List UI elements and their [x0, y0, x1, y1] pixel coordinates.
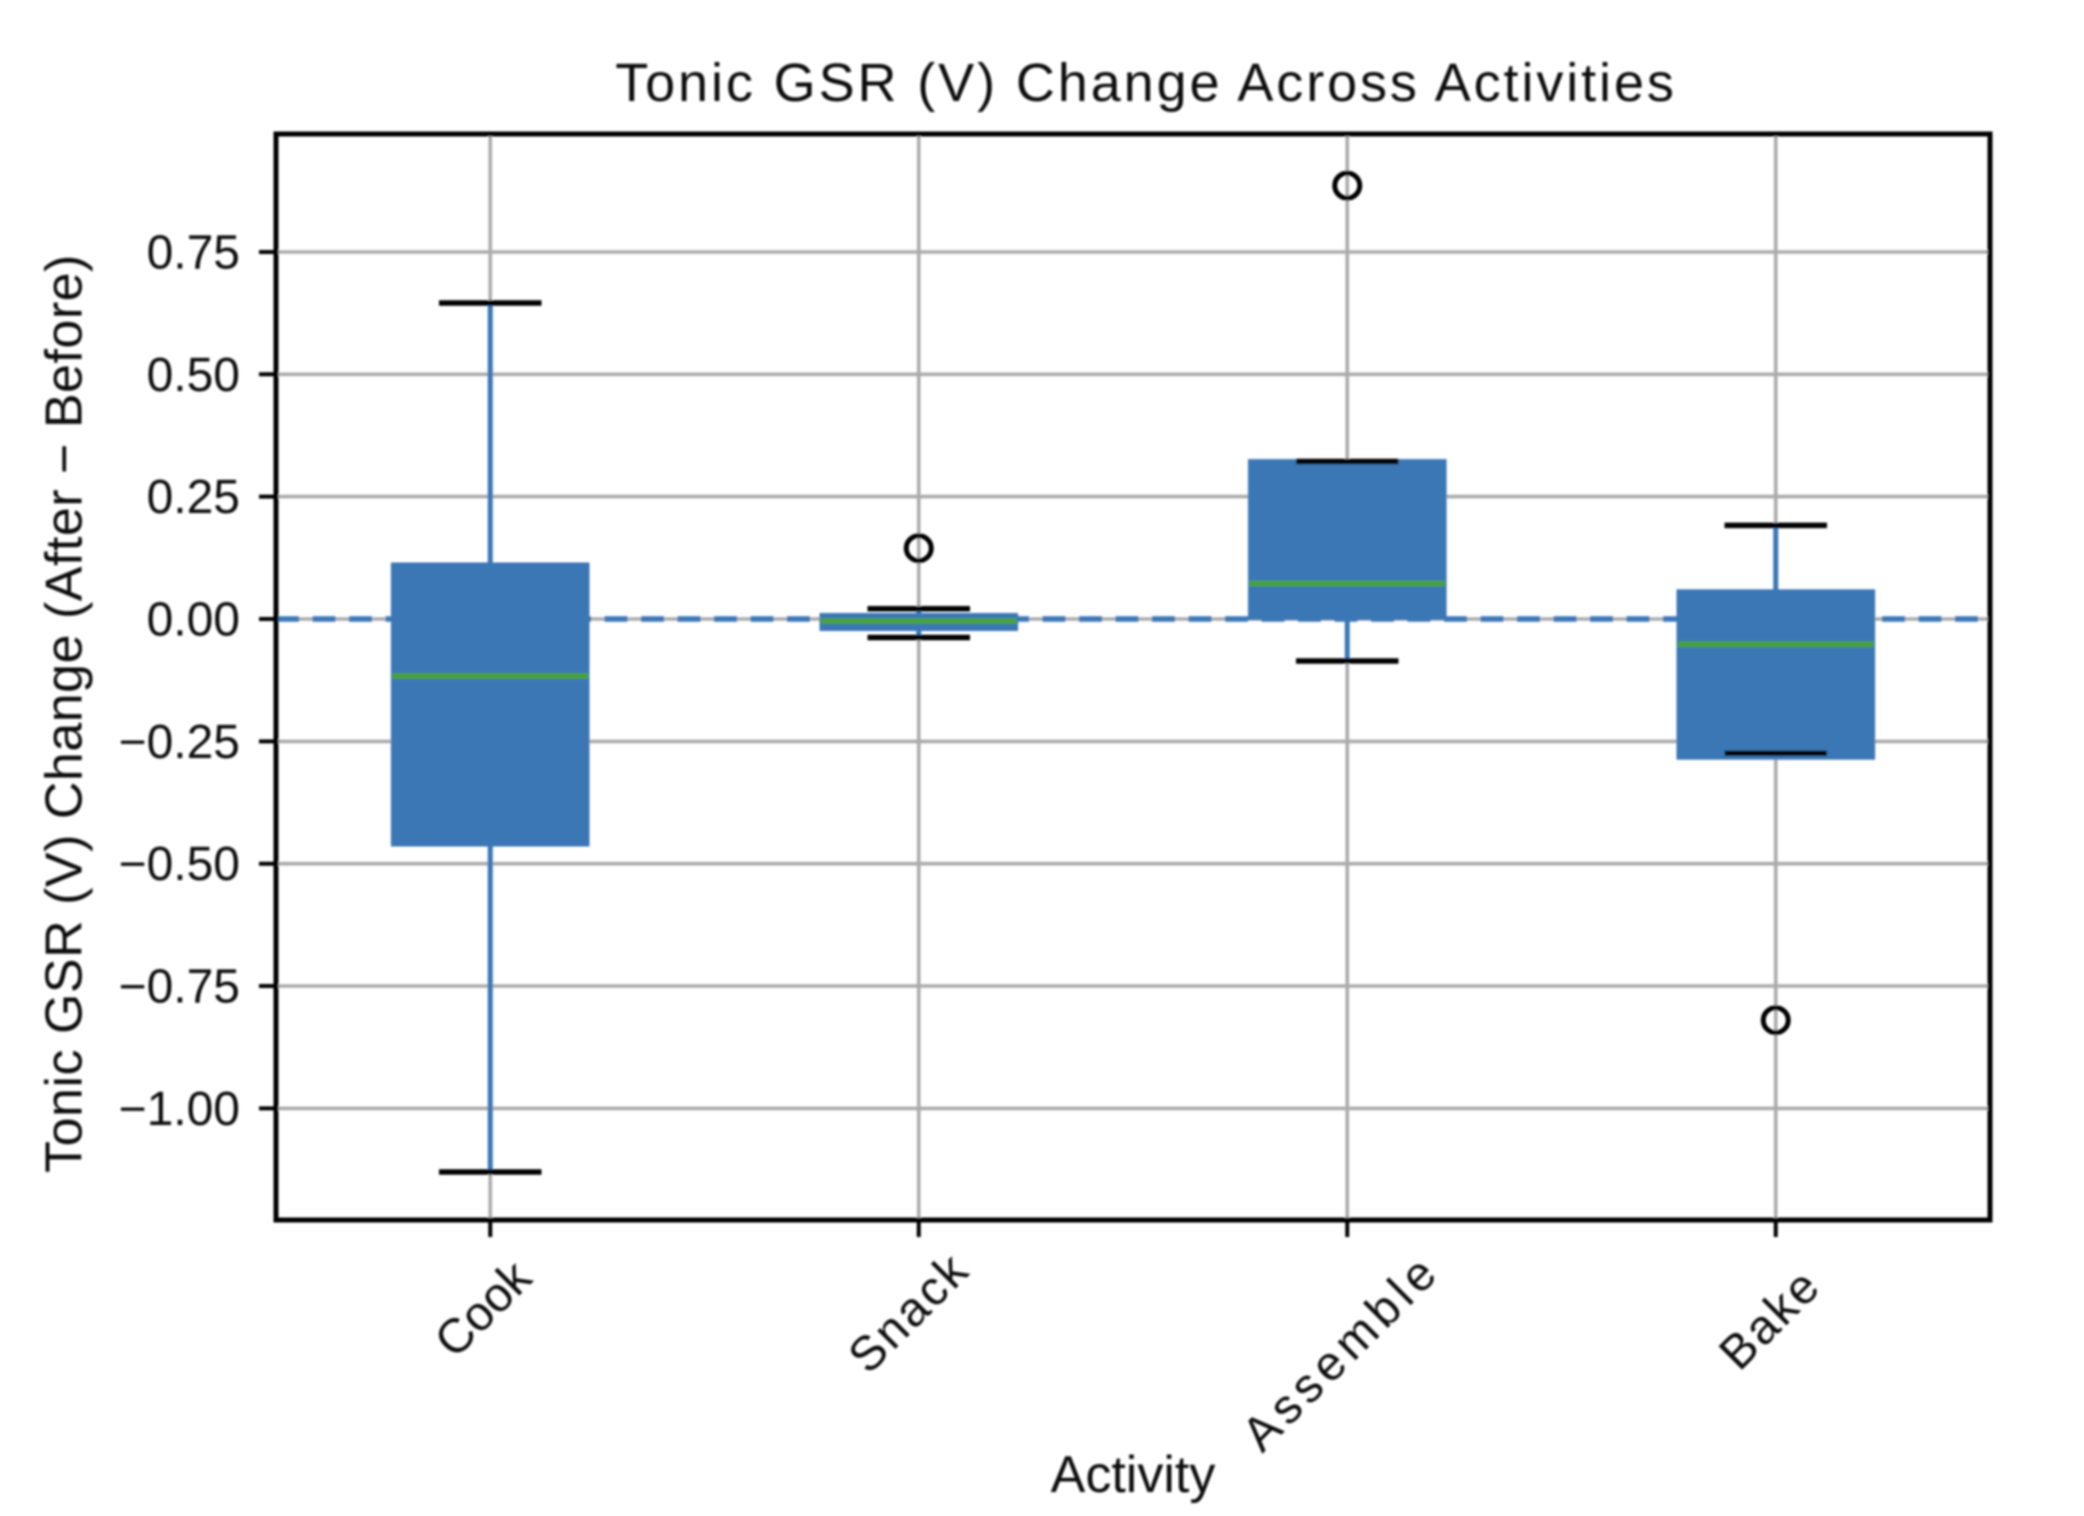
svg-text:Tonic GSR (V) Change (After −: Tonic GSR (V) Change (After − Before) — [36, 254, 94, 1173]
svg-text:0.50: 0.50 — [147, 349, 240, 402]
svg-text:−1.00: −1.00 — [119, 1083, 240, 1136]
svg-text:Activity: Activity — [1051, 1446, 1216, 1504]
svg-text:0.75: 0.75 — [147, 227, 240, 280]
svg-text:0.25: 0.25 — [147, 471, 240, 524]
svg-text:0.00: 0.00 — [147, 594, 240, 647]
svg-text:−0.25: −0.25 — [119, 716, 240, 769]
svg-text:Tonic GSR (V) Change Across Ac: Tonic GSR (V) Change Across Activities — [615, 53, 1677, 113]
svg-text:−0.75: −0.75 — [119, 961, 240, 1014]
svg-text:−0.50: −0.50 — [119, 838, 240, 891]
